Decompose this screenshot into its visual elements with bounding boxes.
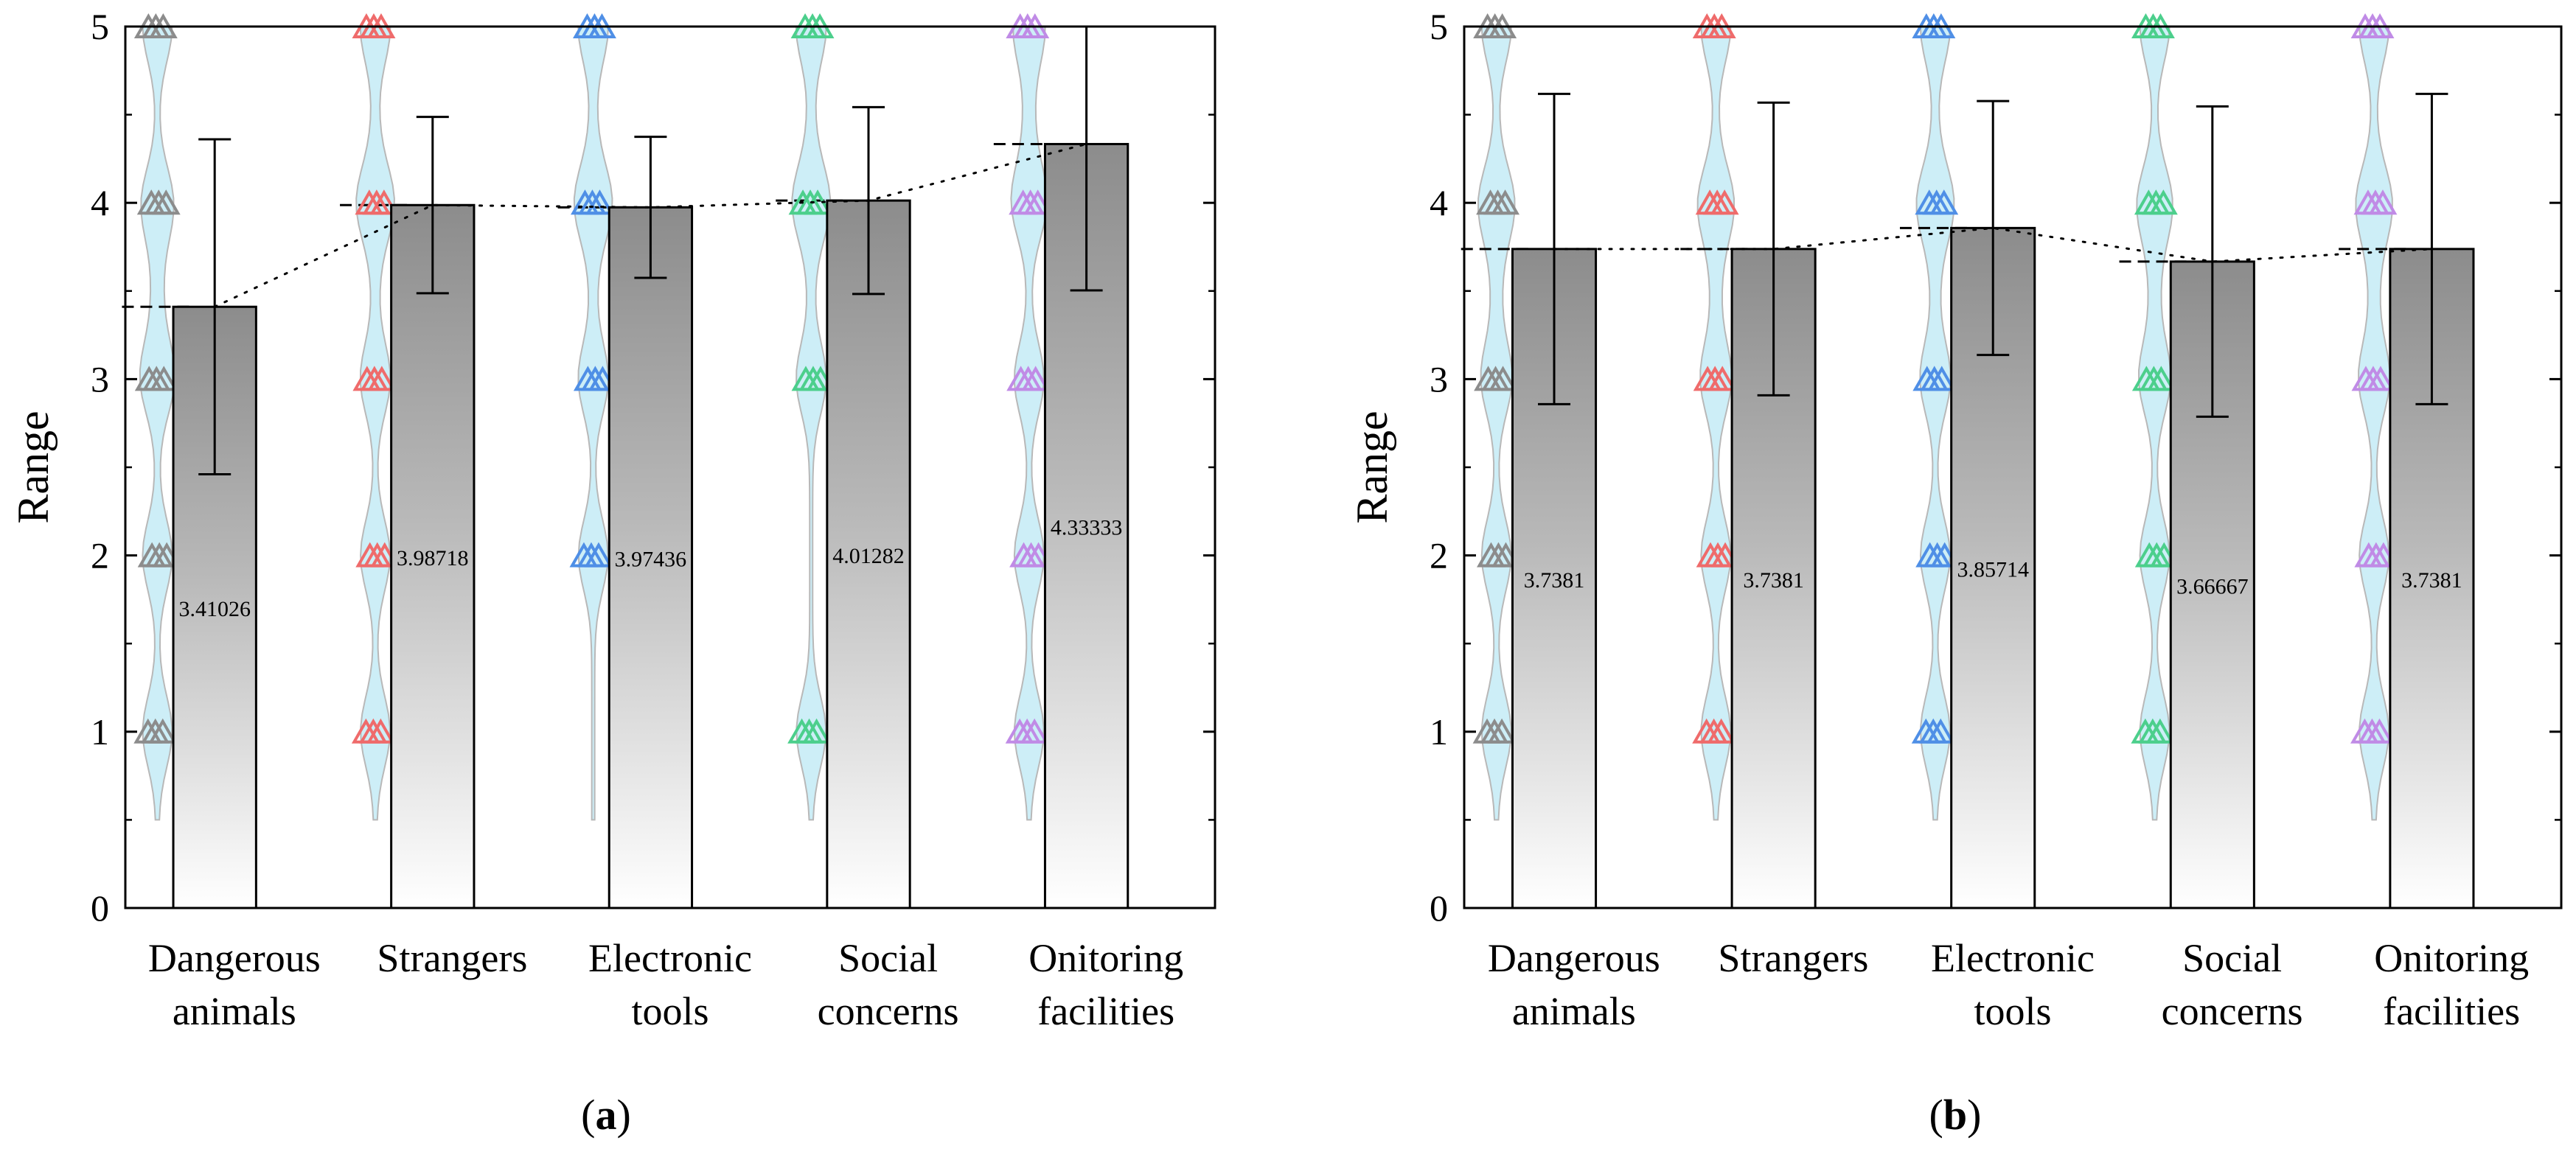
violin-shape <box>1010 26 1048 821</box>
data-point-triangle <box>367 366 397 391</box>
data-point-triangle <box>1487 718 1517 744</box>
data-point-triangle <box>2148 189 2178 215</box>
bar-value-label: 3.85714 <box>1957 558 2029 582</box>
x-category-label: Onitoring <box>1028 936 1183 980</box>
data-point-triangle <box>151 189 181 215</box>
x-category-label-line2: facilities <box>2383 989 2520 1033</box>
y-tick-label: 5 <box>91 6 109 47</box>
caption-b-open: ( <box>1929 1091 1943 1139</box>
data-point-triangle <box>802 718 831 744</box>
caption-a-open: ( <box>581 1091 595 1139</box>
y-axis-title: Range <box>1348 411 1396 523</box>
data-point-triangle <box>1927 366 1957 391</box>
data-point-triangle <box>1021 366 1051 391</box>
data-point-triangle <box>1020 718 1049 744</box>
plot-frame <box>1463 25 2563 909</box>
bar-value-label: 3.98718 <box>397 546 469 570</box>
x-category-label-line2: concerns <box>2162 989 2303 1033</box>
violin-shape <box>2136 26 2173 821</box>
x-category-label-line2: concerns <box>818 989 959 1033</box>
data-point-triangle <box>584 542 613 567</box>
data-point-triangle <box>2366 366 2395 391</box>
x-category-label: Strangers <box>1718 936 1868 980</box>
y-tick-label: 1 <box>91 711 109 752</box>
violin-shape <box>355 26 395 821</box>
violin-shape <box>1696 26 1736 821</box>
bar-value-label: 3.7381 <box>1524 568 1585 593</box>
violin-shape <box>2355 26 2393 821</box>
caption-b-close: ) <box>1967 1091 1981 1139</box>
data-point-triangle <box>366 718 395 744</box>
y-tick-label: 0 <box>1430 887 1448 929</box>
trend-line <box>213 142 1088 308</box>
violin-shape <box>791 26 832 821</box>
x-category-label: Social <box>2182 936 2282 980</box>
y-tick-label: 4 <box>1430 182 1448 223</box>
bar-value-label: 3.41026 <box>178 597 251 621</box>
violin-shape <box>1915 26 1955 821</box>
plot-frame <box>124 25 1216 909</box>
x-category-label: Dangerous <box>148 936 321 980</box>
data-point-triangle <box>1489 366 1517 391</box>
data-point-triangle <box>1710 189 1739 215</box>
violin-shape <box>573 26 613 821</box>
caption-b: (b) <box>1929 1091 1982 1139</box>
data-point-triangle <box>2146 366 2176 391</box>
x-category-label-line2: animals <box>173 989 296 1033</box>
y-tick-label: 1 <box>1430 711 1448 752</box>
chart-panel-a: 0 1 2 3 4 5 Range 3.41026 Dangerous animals 3.9871… <box>9 6 1216 1033</box>
data-point-triangle <box>1707 718 1736 744</box>
chart-panel-b: 0 1 2 3 4 5 Range 3.7381 Dangerous animals 3.7381 S… <box>1348 6 2563 1033</box>
data-point-triangle <box>1926 718 1955 744</box>
y-tick-label: 3 <box>91 358 109 399</box>
y-tick-label: 2 <box>91 535 109 576</box>
violin-shape <box>139 26 176 821</box>
caption-a-letter: a <box>596 1091 617 1139</box>
x-category-label-line2: tools <box>631 989 709 1033</box>
trend-line <box>1553 226 2433 263</box>
caption-b-letter: b <box>1943 1091 1967 1139</box>
data-point-triangle <box>585 189 614 215</box>
x-category-label: Electronic <box>1931 936 2095 980</box>
bar-value-label: 3.7381 <box>1743 568 1804 593</box>
caption-a: (a) <box>581 1091 631 1139</box>
y-tick-label: 2 <box>1430 535 1448 576</box>
y-tick-label: 0 <box>91 887 109 929</box>
y-tick-label: 4 <box>91 182 109 223</box>
x-category-label: Social <box>838 936 938 980</box>
caption-a-close: ) <box>617 1091 631 1139</box>
x-category-label: Onitoring <box>2374 936 2529 980</box>
bar <box>608 206 694 909</box>
data-point-triangle <box>1708 366 1737 391</box>
x-category-label-line2: animals <box>1512 989 1636 1033</box>
x-category-label: Strangers <box>377 936 527 980</box>
data-point-triangle <box>149 366 178 391</box>
x-category-label-line2: tools <box>1974 989 2051 1033</box>
data-point-triangle <box>148 718 178 744</box>
bar <box>390 203 476 909</box>
data-point-triangle <box>2145 718 2175 744</box>
data-point-triangle <box>1023 189 1053 215</box>
data-point-triangle <box>2368 189 2398 215</box>
data-point-triangle <box>1491 189 1520 215</box>
data-point-triangle <box>1929 189 1959 215</box>
y-tick-label: 5 <box>1430 6 1448 47</box>
bar-value-label: 3.97436 <box>615 548 687 572</box>
data-point-triangle <box>2365 718 2394 744</box>
bar-value-label: 3.7381 <box>2401 568 2462 593</box>
y-axis-title: Range <box>9 411 58 523</box>
x-category-label: Electronic <box>588 936 752 980</box>
data-point-triangle <box>369 189 399 215</box>
bar-value-label: 4.01282 <box>832 544 905 568</box>
violin-shape <box>1477 26 1516 821</box>
y-tick-label: 3 <box>1430 358 1448 399</box>
bar-value-label: 3.66667 <box>2176 574 2249 598</box>
x-category-label: Dangerous <box>1488 936 1660 980</box>
bar-value-label: 4.33333 <box>1051 516 1123 540</box>
x-category-label-line2: facilities <box>1037 989 1174 1033</box>
